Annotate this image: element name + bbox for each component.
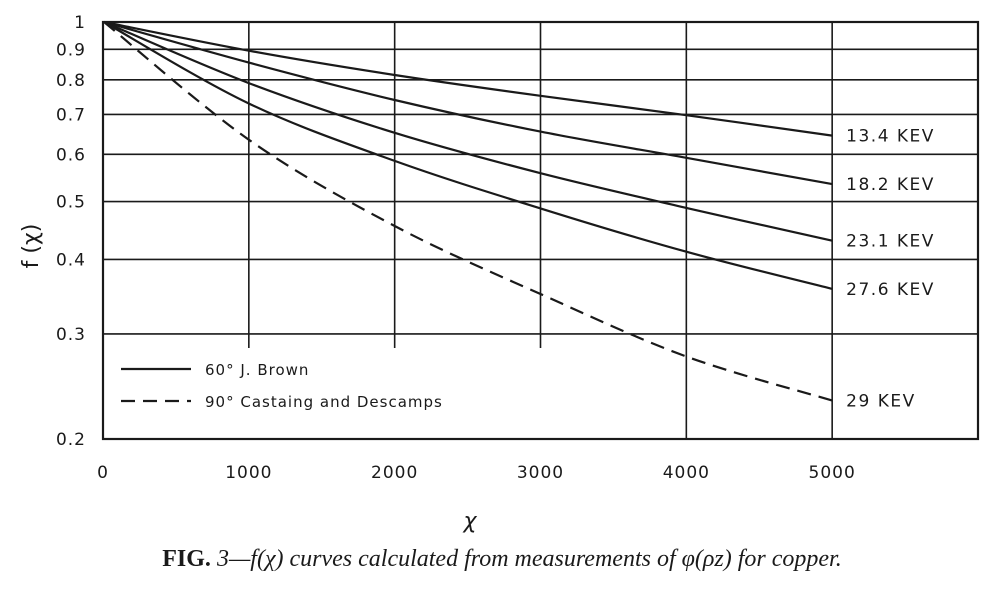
- series-label-2: 23.1 KEV: [846, 232, 935, 252]
- series-labels: 13.4 KEV 18.2 KEV 23.1 KEV 27.6 KEV 29 KEV: [846, 127, 935, 412]
- x-tick-label-4: 4000: [663, 463, 710, 483]
- caption-label: FIG.: [162, 546, 211, 572]
- y-tick-label-0: 1: [74, 13, 86, 33]
- x-axis-title: χ: [462, 509, 477, 534]
- legend: 60° J. Brown 90° Castaing and Descamps: [104, 348, 544, 438]
- legend-label-dashed: 90° Castaing and Descamps: [205, 393, 443, 411]
- curves: [103, 20, 833, 402]
- y-tick-label-8: 0.2: [56, 430, 86, 450]
- plot-border: [101, 20, 980, 441]
- tick-labels: 0 1000 2000 3000 4000 5000 1 0.9 0.8 0.7 0.6 0.5 0.4…: [56, 13, 856, 483]
- series-line-4: [103, 21, 833, 402]
- x-tick-label-3: 3000: [517, 463, 564, 483]
- y-tick-label-3: 0.7: [56, 105, 86, 125]
- x-tick-label-1: 1000: [225, 463, 272, 483]
- y-axis-title: f (χ): [19, 224, 44, 269]
- x-tick-label-0: 0: [97, 463, 109, 483]
- y-tick-label-1: 0.9: [56, 40, 86, 60]
- series-line-2: [103, 20, 833, 242]
- legend-background: [104, 348, 544, 438]
- y-tick-label-4: 0.6: [56, 145, 86, 165]
- series-line-0: [103, 20, 833, 137]
- legend-label-solid: 60° J. Brown: [205, 361, 309, 379]
- series-label-1: 18.2 KEV: [846, 175, 935, 195]
- plot-frame: [101, 20, 980, 441]
- y-tick-label-7: 0.3: [56, 325, 86, 345]
- series-label-3: 27.6 KEV: [846, 280, 935, 300]
- y-tick-label-2: 0.8: [56, 71, 86, 91]
- y-tick-label-5: 0.5: [56, 193, 86, 213]
- series-line-3: [103, 21, 833, 290]
- x-tick-label-2: 2000: [371, 463, 418, 483]
- series-line-1: [103, 20, 833, 186]
- caption-text: 3—f(χ) curves calculated from measuremen…: [210, 546, 842, 572]
- series-label-0: 13.4 KEV: [846, 127, 935, 147]
- series-label-4: 29 KEV: [846, 392, 916, 412]
- y-tick-label-6: 0.4: [56, 250, 86, 270]
- figure-caption: FIG. 3—f(χ) curves calculated from measu…: [0, 546, 1004, 573]
- grid: [102, 21, 978, 440]
- x-tick-label-5: 5000: [809, 463, 856, 483]
